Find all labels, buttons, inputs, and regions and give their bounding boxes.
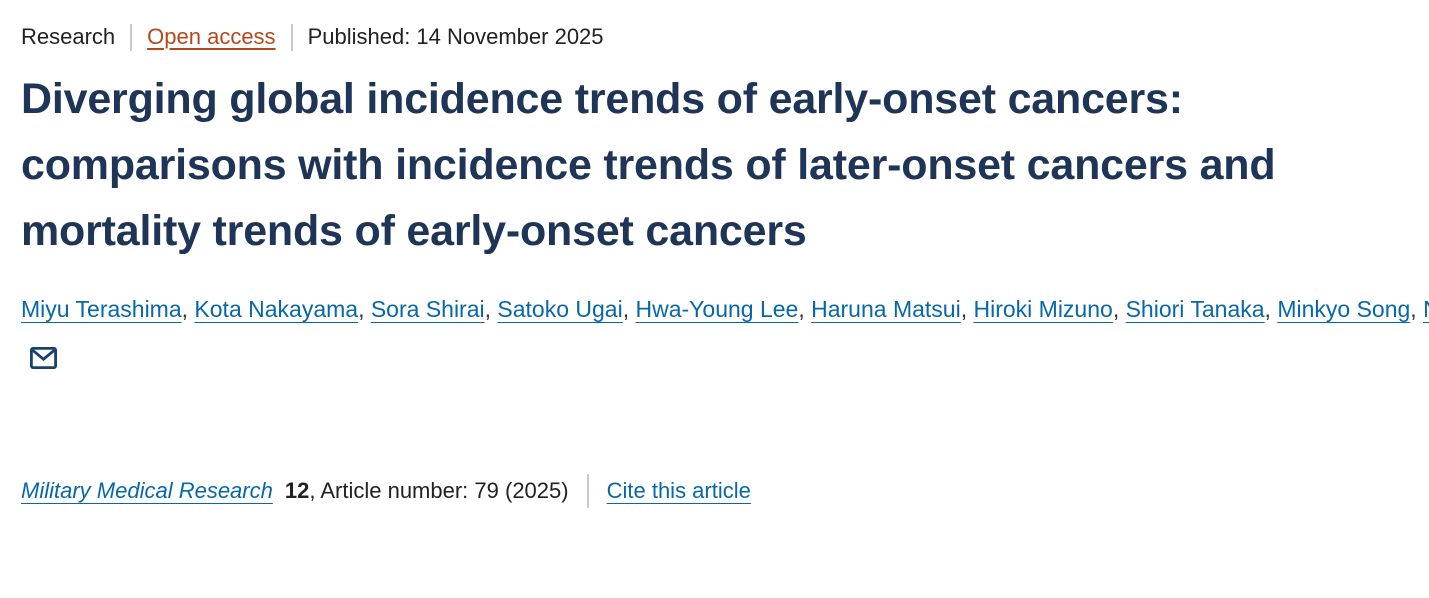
article-category-label: Research <box>21 24 116 49</box>
author-separator: , <box>622 296 636 322</box>
author-link[interactable]: Shiori Tanaka <box>1125 296 1265 322</box>
author-link[interactable]: Sora Shirai <box>370 296 485 322</box>
author-link[interactable]: Hiroki Mizuno <box>973 296 1113 322</box>
author-separator: , <box>484 296 498 322</box>
author-separator: , <box>1410 296 1424 322</box>
author-link[interactable]: Miyu Terashima <box>21 296 182 322</box>
author-separator: , <box>1264 296 1278 322</box>
meta-divider <box>290 23 293 51</box>
author-link[interactable]: Kota Nakayama <box>194 296 359 322</box>
author-separator: , <box>1112 296 1126 322</box>
open-access-link[interactable]: Open access <box>147 24 276 49</box>
author-link[interactable]: Minkyo Song <box>1277 296 1411 322</box>
email-corresponding-author-button[interactable] <box>29 346 58 370</box>
author-separator: , <box>358 296 371 322</box>
envelope-icon <box>29 346 58 374</box>
meta-divider <box>130 23 133 51</box>
journal-name-link[interactable]: Military Medical Research <box>21 478 273 503</box>
author-link[interactable]: Hwa-Young Lee <box>635 296 799 322</box>
journal-citation-bar: Military Medical Research 12, Article num… <box>21 474 1405 508</box>
published-date-label: Published: 14 November 2025 <box>307 24 604 49</box>
journal-volume: 12 <box>284 478 310 503</box>
article-title: Diverging global incidence trends of ear… <box>21 75 1276 255</box>
author-separator: , <box>181 296 195 322</box>
author-separator: , <box>798 296 812 322</box>
article-number-label: , Article number: 79 (2025) <box>309 478 569 503</box>
author-list: Miyu Terashima, Kota Nakayama, Sora Shir… <box>21 284 1429 384</box>
author-link[interactable]: Naoko Sasamoto <box>1423 296 1429 322</box>
author-link[interactable]: Haruna Matsui <box>811 296 961 322</box>
author-separator: , <box>960 296 974 322</box>
article-header: Research Open access Published: 14 Novem… <box>21 22 1429 508</box>
author-link[interactable]: Satoko Ugai <box>497 296 623 322</box>
article-meta-bar: Research Open access Published: 14 Novem… <box>21 22 1405 52</box>
cite-this-article-link[interactable]: Cite this article <box>606 478 751 503</box>
journal-divider <box>586 474 589 508</box>
